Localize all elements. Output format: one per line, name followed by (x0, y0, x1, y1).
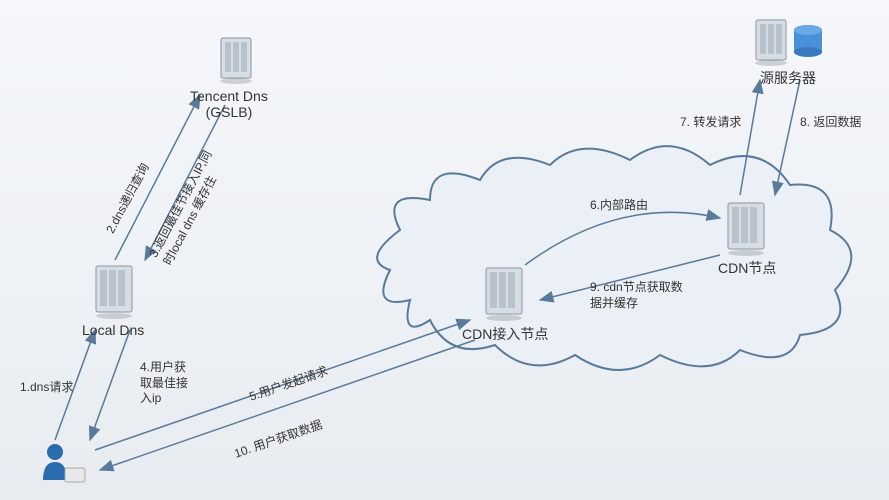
cdn-access-server (480, 260, 528, 327)
edge-10-label: 10. 用户获取数据 (232, 417, 324, 462)
edge-1-label: 1.dns请求 (20, 380, 73, 396)
edge-5-label: 5.用户发起请求 (247, 364, 330, 405)
origin-server (750, 12, 830, 75)
edge-4-label: 4.用户获 取最佳接 入ip (140, 360, 188, 407)
server-icon (90, 258, 138, 320)
local-dns-label: Local Dns (82, 322, 144, 338)
edge-2-label: 2.dns递归查询 (103, 161, 153, 237)
edge-6-label: 6.内部路由 (590, 198, 648, 214)
user-icon (35, 440, 90, 495)
server-icon (215, 30, 257, 85)
edge-3-label: 3.返回最佳节接入IP,同 时local dns 缓存住 (146, 148, 229, 268)
cloud-shape (377, 146, 851, 370)
edge-8-label: 8. 返回数据 (800, 115, 861, 131)
server-icon (722, 195, 770, 257)
local-dns-server (90, 258, 138, 325)
server-icon (480, 260, 528, 322)
edge-9-label: 9. cdn节点获取数 据并缓存 (590, 280, 683, 311)
cdn-access-label: CDN接入节点 (462, 324, 548, 344)
cdn-node-server (722, 195, 770, 262)
tencent-dns-label: Tencent Dns (GSLB) (190, 88, 268, 120)
edge-7-label: 7. 转发请求 (680, 115, 741, 131)
cdn-node-label: CDN节点 (718, 258, 776, 278)
origin-label: 源服务器 (760, 68, 816, 88)
tencent-dns-server (215, 30, 257, 90)
